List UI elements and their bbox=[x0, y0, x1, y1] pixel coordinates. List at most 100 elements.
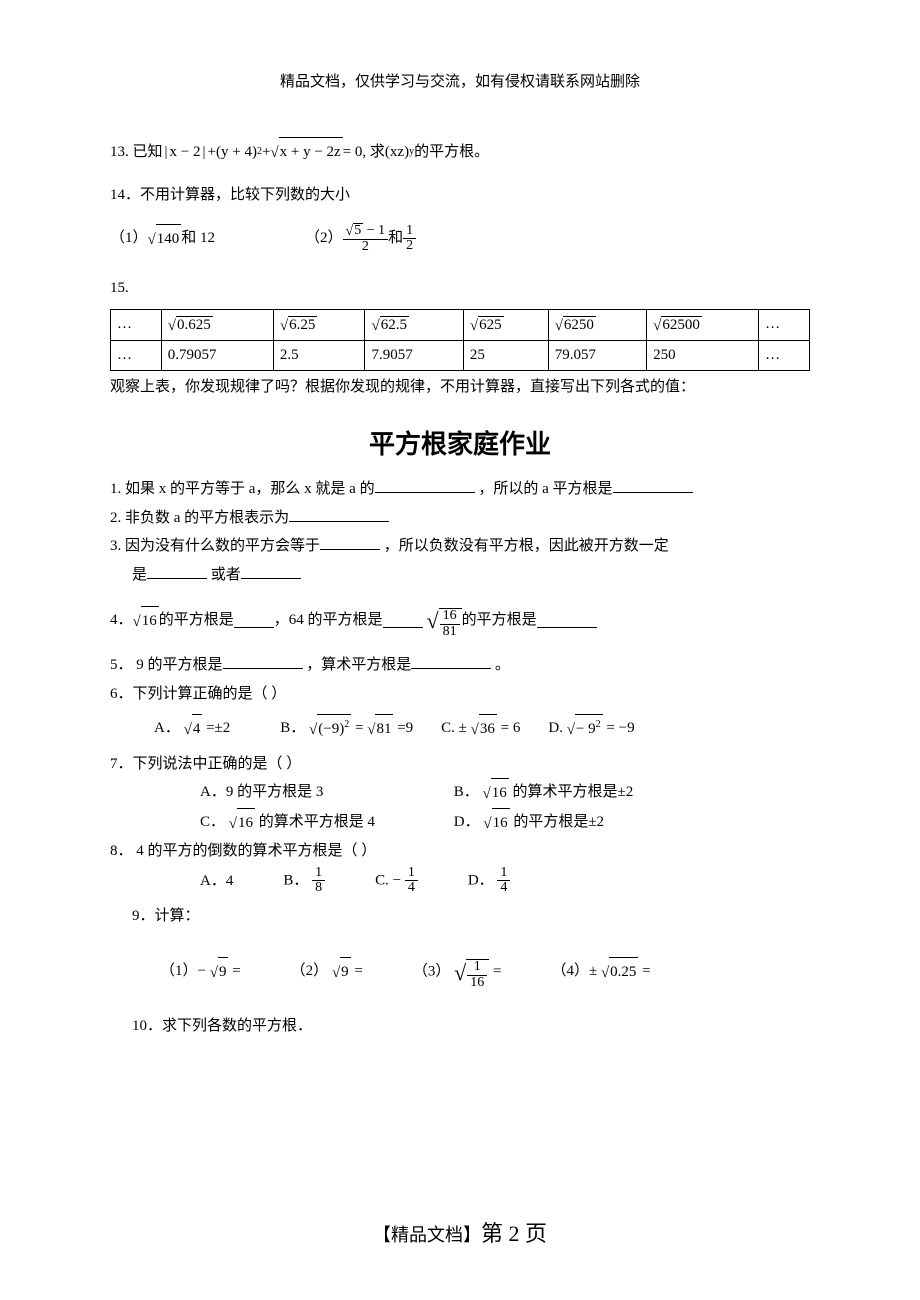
hw-q6A-sqrt: 4 bbox=[192, 714, 203, 744]
q14-2b-den: 2 bbox=[403, 238, 416, 254]
sqrt-icon: √140 bbox=[148, 224, 182, 254]
q14-2b-num: 1 bbox=[403, 224, 416, 239]
sqrt-icon: √16 bbox=[133, 606, 159, 636]
q13-prefix: 13. 已知 bbox=[110, 138, 163, 167]
hw-q8C-pre: C. − bbox=[375, 872, 401, 888]
hw-q1a: 1. 如果 x 的平方等于 a，那么 x 就是 a 的 bbox=[110, 481, 375, 497]
hw-q4b: 的平方根是 bbox=[159, 606, 234, 635]
hw-q7A: A．9 的平方根是 3 bbox=[200, 778, 450, 807]
cell-val: 625 bbox=[478, 316, 504, 334]
cell-val: 0.625 bbox=[176, 316, 213, 334]
cell: 79.057 bbox=[548, 340, 646, 370]
cell: 0.79057 bbox=[161, 340, 273, 370]
sqrt-icon: √36 bbox=[471, 714, 497, 744]
sqrt-icon: √16 bbox=[483, 808, 509, 838]
hw-q8B-den: 8 bbox=[312, 880, 325, 896]
q14-2-num-tail: − 1 bbox=[363, 223, 385, 238]
hw-q8: 8． 4 的平方的倒数的算术平方根是（ ） bbox=[110, 837, 810, 866]
cell-val: 6.25 bbox=[288, 316, 317, 334]
q13-suffix: 的平方根。 bbox=[414, 138, 489, 167]
hw-q6B-exp: 2 bbox=[344, 719, 349, 730]
fraction: 116 bbox=[467, 960, 487, 990]
hw-q3-cont: 是 或者 bbox=[132, 561, 810, 590]
hw-q6B-sqrt1: (−9) bbox=[318, 721, 344, 737]
hw-q9-2-pre: （2） bbox=[291, 963, 329, 979]
hw-q7: 7．下列说法中正确的是（ ） bbox=[110, 750, 810, 779]
hw-q2-text: 2. 非负数 a 的平方根表示为 bbox=[110, 510, 289, 526]
hw-q7C-pre: C． bbox=[200, 814, 225, 830]
hw-q4d: 的平方根是 bbox=[462, 606, 537, 635]
hw-q9-3-post: = bbox=[493, 963, 501, 979]
blank bbox=[241, 563, 301, 579]
cell-val: 62.5 bbox=[380, 316, 409, 334]
sqrt-icon: √81 bbox=[367, 714, 393, 744]
cell: 25 bbox=[463, 340, 548, 370]
blank bbox=[147, 563, 207, 579]
hw-q6A-post: =±2 bbox=[206, 720, 230, 736]
hw-q9-1-sqrt: 9 bbox=[218, 957, 229, 987]
hw-q4a: 4． bbox=[110, 606, 133, 635]
section-title: 平方根家庭作业 bbox=[110, 424, 810, 461]
cell-val: 62500 bbox=[661, 316, 702, 334]
q13-sqrt: x + y − 2z bbox=[279, 137, 343, 167]
hw-q1: 1. 如果 x 的平方等于 a，那么 x 就是 a 的 ，所以的 a 平方根是 bbox=[110, 475, 810, 504]
hw-q7B-pre: B． bbox=[454, 784, 479, 800]
hw-q8D-num: 1 bbox=[497, 866, 510, 881]
hw-q9-1-pre: （1）− bbox=[160, 963, 206, 979]
q13: 13. 已知 |x − 2| + (y + 4)2 + √x + y − 2z … bbox=[110, 137, 810, 167]
sqrt-icon: √(−9)2 bbox=[309, 714, 351, 744]
hw-q6D-sqrt: − 9 bbox=[576, 721, 596, 737]
hw-q8-options: A．4 B． 18 C. − 14 D． 14 bbox=[200, 866, 810, 896]
hw-q8D-den: 4 bbox=[497, 880, 510, 896]
hw-q7C-sqrt: 16 bbox=[237, 808, 255, 838]
hw-q6-options: A． √4 =±2 B． √(−9)2 = √81 =9 C. ± √36 = … bbox=[154, 714, 810, 744]
q13-abs: x − 2 bbox=[170, 138, 201, 167]
hw-q9-4-sqrt: 0.25 bbox=[609, 957, 638, 987]
hw-q9-3-den: 16 bbox=[467, 975, 487, 991]
hw-q6D-post: = −9 bbox=[606, 720, 634, 736]
q14-1-join: 和 12 bbox=[181, 224, 215, 253]
cell: … bbox=[759, 309, 810, 340]
hw-q6B-post: =9 bbox=[397, 720, 413, 736]
hw-q9-4-post: = bbox=[642, 963, 650, 979]
hw-q9-2-sqrt: 9 bbox=[340, 957, 351, 987]
hw-q9-3-pre: （3） bbox=[413, 963, 451, 979]
q15-title: 15. bbox=[110, 274, 810, 303]
hw-q6C-post: = 6 bbox=[501, 720, 521, 736]
cell: 250 bbox=[647, 340, 759, 370]
q13-eq: = 0, 求(xz) bbox=[343, 138, 409, 167]
cell: … bbox=[111, 309, 162, 340]
blank bbox=[289, 506, 389, 522]
cell: … bbox=[111, 340, 162, 370]
hw-q4: 4． √16 的平方根是 ，64 的平方根是 √ 16 81 的平方根是 bbox=[110, 599, 810, 641]
hw-q8C-den: 4 bbox=[405, 880, 418, 896]
hw-q6: 6．下列计算正确的是（ ） bbox=[110, 680, 810, 709]
fraction: 14 bbox=[497, 866, 510, 896]
blank bbox=[613, 477, 693, 493]
table-row: … √0.625 √6.25 √62.5 √625 √6250 √62500 … bbox=[111, 309, 810, 340]
hw-q6B-sqrt2: 81 bbox=[375, 714, 393, 744]
q14-2-den: 2 bbox=[343, 239, 389, 255]
cell: 2.5 bbox=[273, 340, 365, 370]
blank bbox=[411, 653, 491, 669]
q14-sub: （1） √140 和 12 （2） √5 − 1 2 和 1 2 bbox=[110, 223, 810, 254]
footer-right: 第 2 页 bbox=[481, 1221, 547, 1246]
q14-title: 14．不用计算器，比较下列数的大小 bbox=[110, 181, 810, 210]
hw-q6D-pre: D. bbox=[548, 720, 566, 736]
cell: √62.5 bbox=[365, 309, 463, 340]
hw-q6D-exp: 2 bbox=[596, 719, 601, 730]
fraction: 1 2 bbox=[403, 224, 416, 254]
hw-q8D-pre: D． bbox=[468, 872, 494, 888]
sqrt-icon: √− 92 bbox=[567, 714, 603, 744]
cell: √62500 bbox=[647, 309, 759, 340]
q14-2-join: 和 bbox=[388, 224, 403, 253]
hw-q9: 9．计算： bbox=[132, 902, 810, 931]
hw-q5: 5． 9 的平方根是 ，算术平方根是 。 bbox=[110, 651, 810, 680]
table-row: … 0.79057 2.5 7.9057 25 79.057 250 … bbox=[111, 340, 810, 370]
hw-q4-sqrt16: 16 bbox=[141, 606, 159, 636]
hw-q6A-pre: A． bbox=[154, 720, 180, 736]
cell: … bbox=[759, 340, 810, 370]
cell: √6250 bbox=[548, 309, 646, 340]
q14-1-label: （1） bbox=[110, 224, 148, 253]
blank bbox=[375, 477, 475, 493]
